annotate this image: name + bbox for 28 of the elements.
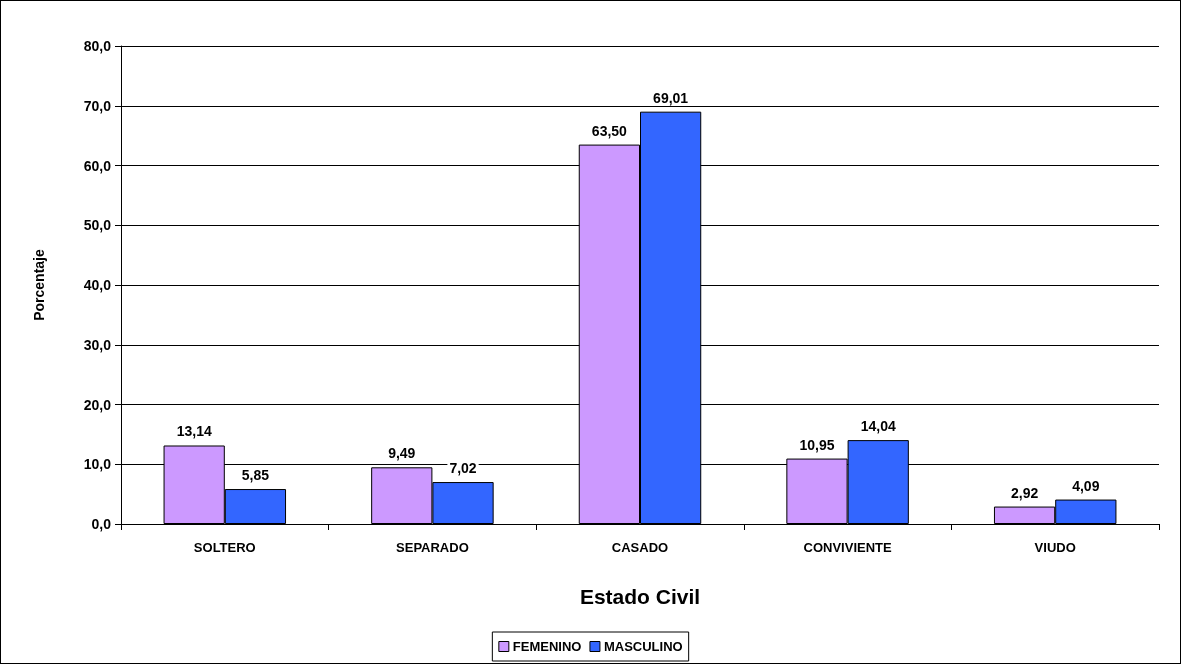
y-tick-label: 40,0 [83, 277, 112, 293]
y-tick-label: 0,0 [91, 516, 112, 532]
data-label: 10,95 [799, 436, 835, 453]
x-axis-title: Estado Civil [579, 585, 701, 608]
y-tick-label: 30,0 [83, 336, 112, 353]
y-tick-label: 50,0 [83, 217, 112, 234]
y-axis-title: Porcentaje [31, 249, 47, 321]
x-tick-label: CONVIVIENTE [803, 540, 892, 555]
data-label: 13,14 [176, 423, 212, 440]
x-tick-label: SEPARADO [396, 540, 469, 555]
y-tick-label: 10,0 [83, 456, 112, 473]
y-tick-label: 70,0 [83, 97, 112, 114]
data-label: 4,09 [1072, 477, 1100, 494]
data-label: 9,49 [388, 445, 416, 462]
x-tick-label: SOLTERO [193, 540, 256, 555]
x-tick-label: VIUDO [1034, 540, 1076, 555]
data-label: 69,01 [653, 89, 689, 106]
y-tick-label: 60,0 [83, 157, 112, 174]
legend-label: FEMENINO [512, 639, 582, 654]
x-tick-label: CASADO [611, 540, 669, 555]
y-tick-label: 20,0 [83, 396, 112, 413]
data-label: 63,50 [591, 122, 628, 139]
data-label: 5,85 [241, 467, 270, 484]
data-label: 7,02 [449, 460, 477, 477]
legend-label: MASCULINO [603, 639, 683, 654]
data-label: 2,92 [1010, 484, 1039, 501]
data-label: 14,04 [860, 418, 896, 435]
y-tick-label: 80,0 [83, 38, 112, 54]
